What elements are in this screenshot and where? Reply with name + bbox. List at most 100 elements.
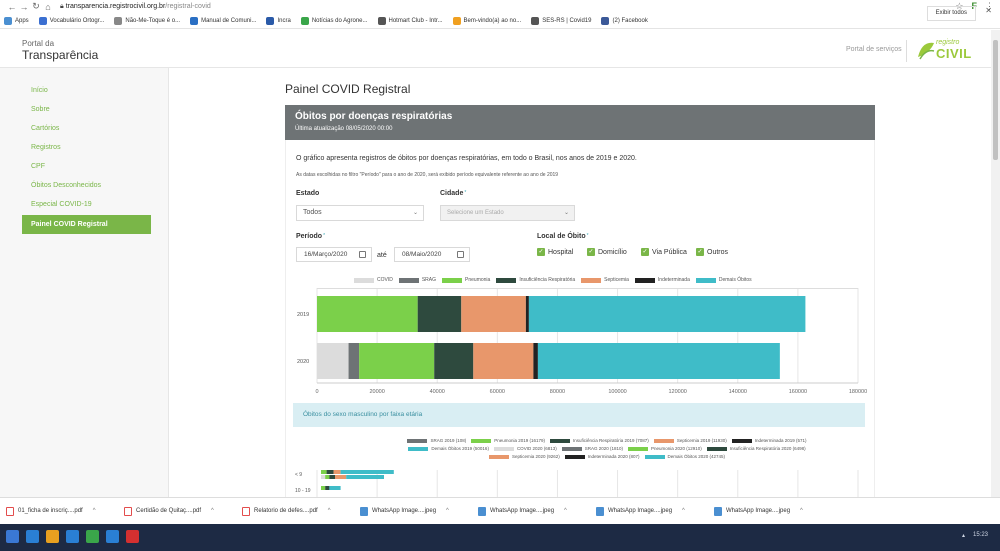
legend-item[interactable]: Septicemia xyxy=(581,277,629,283)
bar-segment[interactable] xyxy=(434,343,474,379)
download-item[interactable]: WhatsApp Image....jpeg ^ xyxy=(714,506,822,516)
bar-segment[interactable] xyxy=(325,475,330,479)
download-item[interactable]: Relatorio de defes....pdf ^ xyxy=(242,506,350,516)
chevron-up-icon[interactable]: ^ xyxy=(211,508,214,514)
legend-item[interactable]: Indeterminada 2019 (571) xyxy=(731,438,807,443)
taskbar-app-icon[interactable] xyxy=(26,530,39,543)
portal-title[interactable]: Transparência xyxy=(22,48,99,62)
chevron-up-icon[interactable]: ^ xyxy=(446,508,449,514)
home-icon[interactable]: ⌂ xyxy=(45,1,51,12)
taskbar-app-icon[interactable] xyxy=(126,530,139,543)
scrollbar-thumb[interactable] xyxy=(993,40,998,160)
legend-item[interactable]: Pneumonia 2020 (12910) xyxy=(628,446,702,451)
checkbox-via-publica[interactable]: ✓ Via Pública xyxy=(641,248,687,256)
bookmark-item[interactable]: Manual de Comuni... xyxy=(190,17,256,25)
bookmark-item[interactable]: (2) Facebook xyxy=(601,17,648,25)
back-icon[interactable]: ← xyxy=(7,1,17,12)
legend-item[interactable]: Indeterminada xyxy=(634,277,690,283)
close-icon[interactable]: ✕ xyxy=(985,6,992,15)
legend-item[interactable]: COVID 2020 (6813) xyxy=(493,446,557,451)
estado-select[interactable]: Todos ⌄ xyxy=(296,205,424,221)
bar-segment[interactable] xyxy=(335,475,347,479)
chevron-up-icon[interactable]: ^ xyxy=(682,508,685,514)
checkbox-domicilio[interactable]: ✓ Domicílio xyxy=(587,248,627,256)
bookmark-item[interactable]: Não-Me-Toque é o... xyxy=(114,17,180,25)
reload-icon[interactable]: ↻ xyxy=(32,1,40,11)
chevron-up-icon[interactable]: ^ xyxy=(92,508,96,514)
network-icon[interactable]: ▴ xyxy=(961,533,965,539)
taskbar-app-icon[interactable] xyxy=(86,530,99,543)
legend-item[interactable]: Septicemia 2019 (11930) xyxy=(653,438,727,443)
bar-segment[interactable] xyxy=(317,296,418,332)
bookmark-item[interactable]: Apps xyxy=(4,17,29,25)
taskbar-app-icon[interactable] xyxy=(66,530,79,543)
bar-segment[interactable] xyxy=(417,296,462,332)
bar-segment[interactable] xyxy=(340,470,394,474)
sidebar-item-inicio[interactable]: Início xyxy=(31,87,48,94)
sidebar-item-registros[interactable]: Registros xyxy=(31,144,61,151)
page-scrollbar[interactable] xyxy=(991,30,1000,497)
sidebar-item-especial-covid[interactable]: Especial COVID-19 xyxy=(31,201,92,208)
chevron-up-icon[interactable]: ^ xyxy=(564,508,567,514)
bar-segment[interactable] xyxy=(461,296,526,332)
show-all-downloads-button[interactable]: Exibir todos xyxy=(926,6,976,21)
menu-icon[interactable]: ⋮ xyxy=(985,1,994,11)
download-item[interactable]: WhatsApp Image....jpeg ^ xyxy=(596,506,704,516)
taskbar-app-icon[interactable] xyxy=(106,530,119,543)
legend-item[interactable]: Pneumonia xyxy=(442,277,490,283)
bookmark-item[interactable]: Vocabulário Ortogr... xyxy=(38,17,104,25)
sidebar-item-obitos-desconhecidos[interactable]: Óbitos Desconhecidos xyxy=(31,182,102,189)
bar-segment[interactable] xyxy=(348,343,360,379)
bar-segment[interactable] xyxy=(317,343,349,379)
legend-item[interactable]: Indeterminada 2020 (807) xyxy=(564,454,640,459)
sidebar-item-cartorios[interactable]: Cartórios xyxy=(31,125,60,132)
chevron-up-icon[interactable]: ^ xyxy=(327,508,331,514)
url-field[interactable]: 🔒︎ transparencia.registrocivil.org.br/re… xyxy=(60,3,211,11)
bar-segment[interactable] xyxy=(321,470,327,474)
bar-segment[interactable] xyxy=(359,343,435,379)
download-item[interactable]: Certidão de Quitaç....pdf ^ xyxy=(124,506,232,516)
bar-segment[interactable] xyxy=(346,475,384,479)
checkbox-outros[interactable]: ✓ Outros xyxy=(696,248,728,256)
legend-item[interactable]: Demais Óbitos 2020 (42745) xyxy=(644,454,725,459)
legend-item[interactable]: Demais Óbitos xyxy=(695,277,752,283)
chevron-up-icon[interactable]: ^ xyxy=(800,508,803,514)
bar-segment[interactable] xyxy=(326,470,334,474)
legend-item[interactable]: Insuficiência Respiratória xyxy=(496,277,575,283)
clock[interactable]: 15:23 xyxy=(972,532,988,538)
bar-segment[interactable] xyxy=(528,296,806,332)
bar-segment[interactable] xyxy=(537,343,780,379)
bar-segment[interactable] xyxy=(473,343,534,379)
bar-segment[interactable] xyxy=(321,475,326,479)
bookmark-item[interactable]: SES-RS | Covid19 xyxy=(531,17,591,25)
download-item[interactable]: WhatsApp Image....jpeg ^ xyxy=(360,506,468,516)
sidebar-item-painel-covid[interactable]: Painel COVID Registral xyxy=(22,215,151,234)
taskbar-app-icon[interactable] xyxy=(46,530,59,543)
date-from-field[interactable]: 16/Março/2020 xyxy=(296,247,372,262)
bar-segment[interactable] xyxy=(329,475,335,479)
legend-item[interactable]: Insuficiência Respiratória 2019 (7087) xyxy=(550,438,649,443)
registro-civil-logo[interactable]: registro CIVIL xyxy=(916,39,978,63)
legend-item[interactable]: Demais Óbitos 2019 (50016) xyxy=(408,446,489,451)
bar-segment[interactable] xyxy=(325,486,330,490)
bar-segment[interactable] xyxy=(329,486,341,490)
date-to-field[interactable]: 08/Maio/2020 xyxy=(394,247,470,262)
forward-icon[interactable]: → xyxy=(19,1,29,12)
legend-item[interactable]: SRAG xyxy=(398,277,436,283)
bar-segment[interactable] xyxy=(533,343,538,379)
legend-item[interactable]: Pneumonia 2019 (16179) xyxy=(471,438,545,443)
services-link[interactable]: Portal de serviços xyxy=(846,46,902,53)
sidebar-item-sobre[interactable]: Sobre xyxy=(31,106,50,113)
legend-item[interactable]: SRAG 2019 (108) xyxy=(407,438,466,443)
legend-item[interactable]: Septicemia 2020 (9262) xyxy=(488,454,560,459)
bookmark-item[interactable]: Bem-vindo(a) ao no... xyxy=(452,17,521,25)
bar-segment[interactable] xyxy=(321,486,326,490)
bookmark-item[interactable]: Hotmart Club - Intr... xyxy=(377,17,443,25)
bookmark-item[interactable]: Notícias do Agrone... xyxy=(300,17,368,25)
bar-segment[interactable] xyxy=(525,296,529,332)
checkbox-hospital[interactable]: ✓ Hospital xyxy=(537,248,573,256)
cidade-select[interactable]: Selecione um Estado ⌄ xyxy=(440,205,575,221)
windows-start-icon[interactable] xyxy=(6,530,19,543)
legend-item[interactable]: Insuficiência Respiratória 2020 (6498) xyxy=(706,446,806,451)
download-item[interactable]: 01_ficha de inscriç....pdf ^ xyxy=(6,506,114,516)
